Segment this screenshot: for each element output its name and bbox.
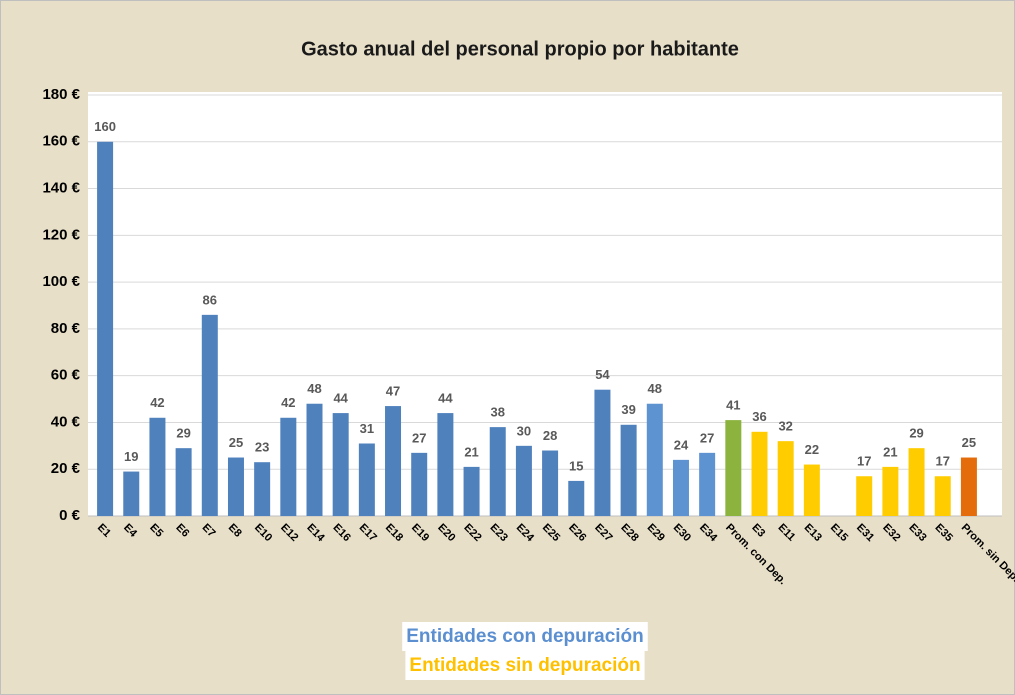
y-tick-label: 40 € xyxy=(51,413,81,430)
legend-background xyxy=(405,651,645,680)
value-label: 29 xyxy=(909,426,923,441)
value-label: 31 xyxy=(360,421,374,436)
bar xyxy=(777,441,794,516)
bar xyxy=(123,471,140,516)
value-label: 41 xyxy=(726,398,740,413)
bar xyxy=(725,420,742,516)
bar xyxy=(358,443,375,516)
y-tick-label: 80 € xyxy=(51,320,81,337)
bar xyxy=(306,403,323,516)
chart-title: Gasto anual del personal propio por habi… xyxy=(301,38,739,60)
y-tick-label: 20 € xyxy=(51,460,81,477)
y-tick-label: 120 € xyxy=(42,226,80,243)
value-label: 25 xyxy=(229,435,243,450)
bar xyxy=(227,457,244,516)
value-label: 21 xyxy=(883,444,897,459)
value-label: 17 xyxy=(936,454,950,469)
value-label: 15 xyxy=(569,458,583,473)
bar xyxy=(149,417,166,516)
value-label: 19 xyxy=(124,449,138,464)
bar xyxy=(437,413,454,516)
value-label: 38 xyxy=(491,405,505,420)
bar xyxy=(489,427,506,516)
bar xyxy=(672,459,689,516)
bar xyxy=(280,417,297,516)
value-label: 44 xyxy=(438,391,453,406)
legend-entry: Entidades sin depuración xyxy=(409,655,640,676)
plot-area xyxy=(88,92,1002,516)
value-label: 27 xyxy=(412,430,426,445)
value-label: 27 xyxy=(700,430,714,445)
y-tick-label: 180 € xyxy=(42,86,80,103)
bar xyxy=(908,448,925,516)
bar xyxy=(385,406,402,516)
value-label: 36 xyxy=(752,409,766,424)
bar xyxy=(882,466,899,516)
value-label: 24 xyxy=(674,437,689,452)
y-tick-label: 60 € xyxy=(51,367,81,384)
bar xyxy=(97,141,114,516)
y-tick-label: 140 € xyxy=(42,180,80,197)
bar xyxy=(594,389,611,516)
value-label: 21 xyxy=(464,444,478,459)
value-label: 29 xyxy=(176,426,190,441)
value-label: 30 xyxy=(517,423,531,438)
bar xyxy=(856,476,873,516)
y-tick-label: 100 € xyxy=(42,273,80,290)
bar xyxy=(175,448,192,516)
bar xyxy=(411,452,428,516)
legend-entry: Entidades con depuración xyxy=(406,626,644,647)
bar xyxy=(699,452,716,516)
value-label: 25 xyxy=(962,435,976,450)
value-label: 86 xyxy=(203,292,217,307)
bar xyxy=(751,431,768,516)
value-label: 44 xyxy=(333,391,348,406)
bar xyxy=(803,464,820,516)
bar xyxy=(515,445,532,516)
value-label: 28 xyxy=(543,428,557,443)
value-label: 160 xyxy=(94,119,116,134)
bar xyxy=(620,424,637,516)
value-label: 39 xyxy=(621,402,635,417)
bar xyxy=(542,450,559,516)
value-label: 48 xyxy=(648,381,662,396)
value-label: 42 xyxy=(281,395,295,410)
bar xyxy=(201,314,218,516)
value-label: 42 xyxy=(150,395,164,410)
value-label: 17 xyxy=(857,454,871,469)
bar xyxy=(463,466,480,516)
value-label: 54 xyxy=(595,367,610,382)
bar xyxy=(254,462,271,516)
value-label: 47 xyxy=(386,384,400,399)
bar xyxy=(332,413,349,516)
bar xyxy=(960,457,977,516)
value-label: 22 xyxy=(805,442,819,457)
bar xyxy=(934,476,951,516)
bar xyxy=(568,480,585,516)
value-label: 23 xyxy=(255,440,269,455)
value-label: 48 xyxy=(307,381,321,396)
y-tick-label: 160 € xyxy=(42,133,80,150)
y-tick-label: 0 € xyxy=(59,507,81,524)
legend-background xyxy=(402,622,648,651)
value-label: 32 xyxy=(778,419,792,434)
bar xyxy=(646,403,663,516)
